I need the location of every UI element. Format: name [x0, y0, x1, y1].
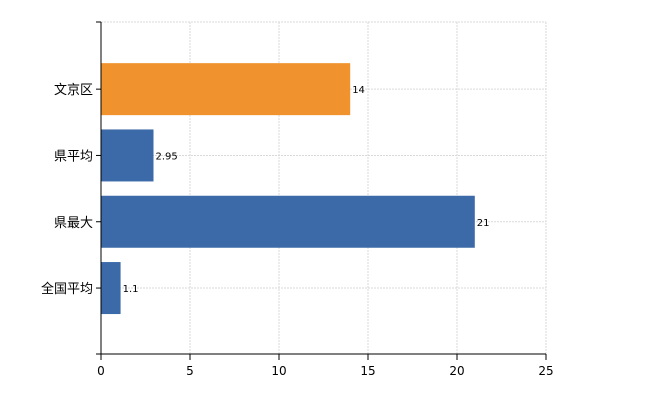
- category-label-0: 文京区: [54, 83, 93, 98]
- category-label-3: 全国平均: [41, 281, 93, 297]
- bar-0: [101, 63, 351, 116]
- bar-1: [101, 129, 154, 182]
- bars: [101, 63, 475, 315]
- bar-2: [101, 195, 475, 248]
- category-label-2: 県最大: [54, 216, 93, 231]
- data-label-1: 2.95: [156, 151, 178, 162]
- x-tick-label-0: 0: [97, 364, 105, 378]
- x-tick-label-2: 10: [271, 364, 286, 378]
- data-label-2: 21: [477, 218, 490, 229]
- data-label-3: 1.1: [123, 284, 139, 295]
- x-tick-label-5: 25: [538, 364, 553, 378]
- axes: [96, 21, 547, 360]
- category-label-1: 県平均: [54, 149, 93, 164]
- bar-3: [101, 262, 121, 315]
- x-tick-label-4: 20: [449, 364, 464, 378]
- x-tick-label-1: 5: [186, 364, 194, 378]
- data-label-0: 14: [352, 85, 365, 96]
- x-tick-label-3: 15: [360, 364, 375, 378]
